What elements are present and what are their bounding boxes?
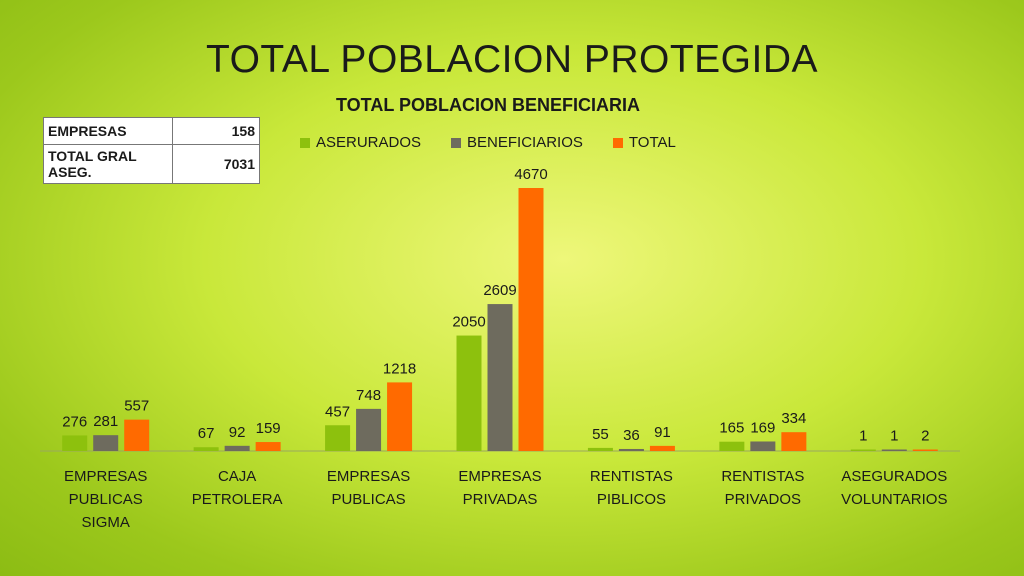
bar: [325, 425, 351, 451]
x-tick-label: PRIVADAS: [463, 491, 538, 508]
bar: [518, 188, 544, 451]
bar: [255, 442, 281, 451]
x-tick-label: SIGMA: [82, 514, 130, 531]
bar: [587, 447, 613, 451]
legend-label: TOTAL: [628, 134, 676, 151]
data-label: 457: [325, 403, 350, 420]
data-label: 1: [859, 428, 867, 445]
data-label: 276: [62, 413, 87, 430]
legend-item: ASERURADOS: [300, 134, 421, 151]
bar: [750, 441, 776, 451]
summary-label: EMPRESAS: [43, 117, 173, 145]
chart-title: TOTAL POBLACION BENEFICIARIA: [335, 95, 640, 115]
bar: [487, 304, 513, 451]
summary-row: EMPRESAS 158: [43, 117, 260, 145]
bar: [124, 419, 150, 451]
bar: [649, 445, 675, 451]
x-tick-label: RENTISTAS: [590, 468, 673, 485]
bar: [850, 449, 876, 451]
data-label: 91: [654, 424, 671, 441]
legend-swatch: [612, 137, 623, 148]
x-tick-label: VOLUNTARIOS: [841, 491, 947, 508]
bar: [618, 448, 644, 451]
bar: [356, 408, 382, 451]
bar: [881, 449, 907, 451]
data-label: 55: [592, 426, 609, 443]
bar: [193, 447, 219, 451]
x-tick-label: EMPRESAS: [327, 468, 410, 485]
data-label: 4670: [514, 166, 547, 183]
data-label: 92: [229, 424, 246, 441]
summary-value: 158: [172, 117, 260, 145]
bar: [912, 449, 938, 451]
data-label: 557: [124, 398, 149, 415]
x-tick-label: RENTISTAS: [721, 468, 804, 485]
x-tick-label: PUBLICAS: [331, 491, 405, 508]
x-tick-label: CAJA: [218, 468, 256, 485]
summary-value: 7031: [172, 144, 260, 184]
data-label: 2: [921, 428, 929, 445]
data-label: 169: [750, 419, 775, 436]
data-label: 281: [93, 413, 118, 430]
bar: [387, 382, 413, 451]
x-tick-label: ASEGURADOS: [841, 468, 947, 485]
x-tick-label: PUBLICAS: [69, 491, 143, 508]
bar: [781, 432, 807, 451]
x-tick-label: PIBLICOS: [597, 491, 666, 508]
data-label: 67: [198, 425, 215, 442]
bar: [93, 435, 119, 451]
data-label: 334: [781, 410, 806, 427]
x-tick-label: PRIVADOS: [725, 491, 801, 508]
data-label: 1218: [383, 360, 416, 377]
bar: [224, 445, 250, 451]
bar: [456, 335, 482, 451]
data-label: 748: [356, 387, 381, 404]
legend-label: ASERURADOS: [316, 134, 422, 151]
chart-legend: ASERURADOS BENEFICIARIOS TOTAL: [300, 134, 676, 151]
bar: [719, 441, 745, 451]
x-tick-label: PETROLERA: [192, 491, 283, 508]
data-label: 2050: [452, 314, 485, 331]
data-label: 1: [890, 428, 898, 445]
bar: [62, 435, 88, 451]
legend-label: BENEFICIARIOS: [467, 134, 583, 151]
legend-item: BENEFICIARIOS: [451, 134, 583, 151]
x-tick-label: EMPRESAS: [64, 468, 147, 485]
data-label: 2609: [483, 282, 516, 299]
data-label: 165: [719, 420, 744, 437]
summary-label: TOTAL GRAL ASEG.: [43, 144, 173, 184]
legend-swatch: [300, 137, 310, 148]
data-label: 159: [256, 420, 281, 437]
slide-title: TOTAL POBLACION PROTEGIDA: [205, 38, 819, 81]
legend-swatch: [451, 137, 462, 148]
legend-item: TOTAL: [612, 134, 676, 151]
summary-table: EMPRESAS 158 TOTAL GRAL ASEG. 7031: [43, 117, 260, 184]
x-tick-label: EMPRESAS: [458, 468, 541, 485]
summary-row: TOTAL GRAL ASEG. 7031: [43, 144, 260, 184]
data-label: 36: [623, 427, 640, 444]
